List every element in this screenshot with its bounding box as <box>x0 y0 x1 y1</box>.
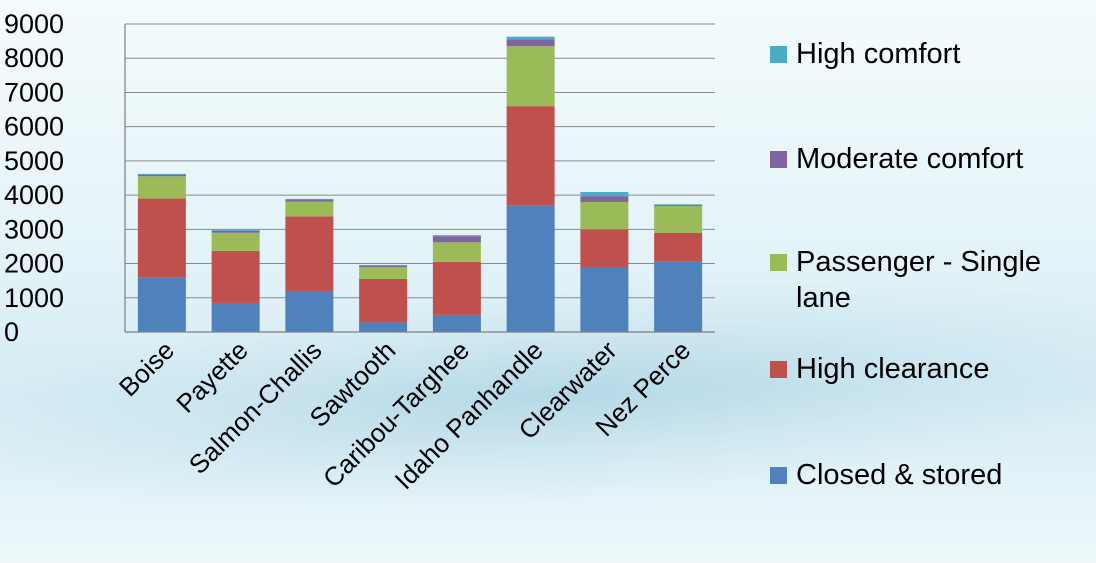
bar-segment <box>137 173 186 175</box>
bar-segment <box>137 176 186 199</box>
y-tick-label: 1000 <box>4 283 64 313</box>
bar-segment <box>137 174 186 177</box>
bar-segment <box>580 229 629 267</box>
y-tick-label: 8000 <box>4 43 64 73</box>
bar-segment <box>211 250 260 303</box>
legend-label: Moderate comfort <box>796 143 1024 175</box>
legend-label: Closed & stored <box>796 459 1003 491</box>
legend-item-closed-stored: Closed & stored <box>770 457 1096 493</box>
y-tick-label: 4000 <box>4 180 64 210</box>
bar-segment <box>506 39 555 47</box>
bar-segment <box>211 230 260 233</box>
bar-segment <box>359 265 408 267</box>
bar-segment <box>211 232 260 251</box>
legend-label: High clearance <box>796 353 990 385</box>
legend-swatch <box>770 46 787 63</box>
bar-segment <box>506 106 555 206</box>
bar-segment <box>654 205 703 207</box>
bar-segment <box>285 199 334 202</box>
bar-segment <box>285 198 334 200</box>
bar-segment <box>211 229 260 231</box>
bar-segment <box>506 205 555 332</box>
y-tick-label: 9000 <box>4 9 64 39</box>
bar-segment <box>506 36 555 40</box>
bar-segment <box>137 277 186 332</box>
bar-segment <box>359 264 408 266</box>
bar-segment <box>359 266 408 279</box>
bar-segment <box>432 242 481 262</box>
y-tick-label: 6000 <box>4 112 64 142</box>
legend-item-passenger-single-lane: Passenger - Single lane <box>770 244 1096 316</box>
bar-segment <box>285 216 334 291</box>
axis-lines <box>124 24 715 333</box>
bar-segment <box>654 204 703 206</box>
legend-label: Passenger - Single lane <box>796 246 1042 314</box>
legend-swatch <box>770 254 787 271</box>
x-category-label: Boise <box>113 335 180 402</box>
y-tick-label: 2000 <box>4 249 64 279</box>
bar-segment <box>654 206 703 233</box>
bar-segment <box>432 236 481 243</box>
bar-segment <box>359 278 408 323</box>
bar-segment <box>580 192 629 197</box>
y-tick-label: 7000 <box>4 77 64 107</box>
y-axis-ticks: 0 1000 2000 3000 4000 5000 6000 7000 8000 9000 <box>4 9 64 347</box>
legend-swatch <box>770 467 787 484</box>
legend-swatch <box>770 361 787 378</box>
bar-segment <box>432 314 481 332</box>
bar-segment <box>285 201 334 217</box>
legend-item-high-clearance: High clearance <box>770 351 1096 387</box>
bar-segment <box>432 235 481 237</box>
bar-segment <box>654 261 703 332</box>
bar-segment <box>359 322 408 332</box>
y-tick-label: 3000 <box>4 214 64 244</box>
legend-label: High comfort <box>796 38 961 70</box>
x-category-label: Salmon-Challis <box>183 335 328 480</box>
legend-swatch <box>770 151 787 168</box>
x-axis-categories: BoisePayetteSalmon-ChallisSawtoothCaribo… <box>113 335 696 495</box>
bar-segment <box>137 198 186 278</box>
y-tick-label: 0 <box>4 317 19 347</box>
legend: High comfort Moderate comfort Passenger … <box>770 0 1096 563</box>
bar-segment <box>654 232 703 262</box>
bar-segment <box>506 46 555 107</box>
bar-segment <box>211 302 260 332</box>
legend-item-high-comfort: High comfort <box>770 36 1096 72</box>
y-tick-label: 5000 <box>4 146 64 176</box>
bars <box>137 36 703 332</box>
bar-segment <box>580 196 629 202</box>
bar-segment <box>580 266 629 332</box>
legend-item-moderate-comfort: Moderate comfort <box>770 141 1096 177</box>
bar-segment <box>285 290 334 332</box>
bar-segment <box>580 201 629 230</box>
bar-segment <box>432 261 481 315</box>
